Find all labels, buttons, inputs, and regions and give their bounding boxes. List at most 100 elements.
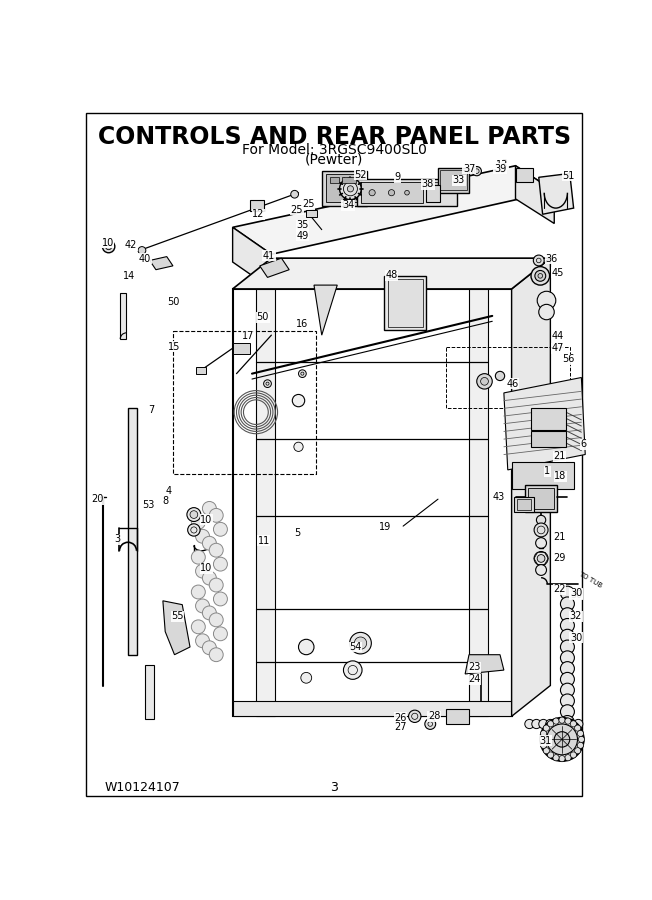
Circle shape bbox=[559, 717, 565, 724]
Circle shape bbox=[344, 661, 362, 680]
Text: For Model: 3RGSC9400SL0: For Model: 3RGSC9400SL0 bbox=[242, 143, 426, 157]
Text: 13: 13 bbox=[496, 160, 509, 170]
Circle shape bbox=[209, 508, 223, 522]
Text: 49: 49 bbox=[296, 230, 308, 241]
Text: 45: 45 bbox=[552, 268, 565, 278]
Polygon shape bbox=[150, 256, 173, 270]
Bar bbox=[525, 485, 557, 512]
Circle shape bbox=[369, 190, 375, 196]
Bar bbox=[517, 500, 531, 510]
Bar bbox=[233, 289, 512, 716]
Text: 21: 21 bbox=[554, 451, 566, 461]
Text: 30: 30 bbox=[570, 633, 582, 643]
Text: 6: 6 bbox=[581, 439, 587, 449]
Circle shape bbox=[496, 372, 505, 381]
Circle shape bbox=[202, 606, 216, 620]
Bar bbox=[233, 343, 250, 354]
Text: 19: 19 bbox=[379, 522, 391, 532]
Bar bbox=[440, 170, 467, 191]
Circle shape bbox=[567, 719, 576, 729]
Bar bbox=[446, 708, 469, 724]
Text: 38: 38 bbox=[422, 179, 434, 189]
Circle shape bbox=[481, 377, 488, 385]
Circle shape bbox=[561, 597, 574, 611]
Circle shape bbox=[578, 736, 584, 742]
Text: 39: 39 bbox=[494, 164, 506, 174]
Text: 47: 47 bbox=[552, 343, 565, 353]
Bar bbox=[446, 346, 570, 409]
Text: 44: 44 bbox=[552, 331, 564, 341]
Polygon shape bbox=[512, 258, 550, 716]
Circle shape bbox=[561, 694, 574, 707]
Circle shape bbox=[537, 292, 556, 310]
Polygon shape bbox=[539, 174, 574, 214]
Circle shape bbox=[188, 524, 200, 536]
Circle shape bbox=[561, 629, 574, 643]
Circle shape bbox=[213, 592, 228, 606]
Polygon shape bbox=[233, 166, 554, 255]
Text: 30: 30 bbox=[570, 588, 582, 598]
Circle shape bbox=[537, 516, 546, 525]
Circle shape bbox=[546, 719, 555, 729]
Circle shape bbox=[553, 718, 559, 724]
Circle shape bbox=[531, 266, 550, 285]
Circle shape bbox=[574, 725, 581, 731]
Circle shape bbox=[425, 718, 436, 729]
Circle shape bbox=[541, 742, 546, 749]
Bar bbox=[344, 199, 354, 205]
Text: 52: 52 bbox=[354, 170, 367, 180]
Text: 11: 11 bbox=[258, 536, 270, 545]
Circle shape bbox=[561, 716, 574, 729]
Bar bbox=[384, 276, 426, 329]
Circle shape bbox=[561, 618, 574, 633]
Polygon shape bbox=[314, 285, 337, 335]
Text: 51: 51 bbox=[562, 171, 574, 181]
Bar bbox=[531, 431, 566, 446]
Circle shape bbox=[389, 190, 394, 196]
Circle shape bbox=[536, 564, 546, 575]
Text: 53: 53 bbox=[142, 500, 155, 510]
Circle shape bbox=[561, 651, 574, 665]
Text: 48: 48 bbox=[385, 270, 398, 280]
Bar bbox=[145, 665, 155, 719]
Circle shape bbox=[539, 736, 546, 742]
Circle shape bbox=[354, 637, 366, 649]
Text: 18: 18 bbox=[554, 471, 567, 482]
Circle shape bbox=[102, 240, 115, 253]
Text: 37: 37 bbox=[463, 164, 475, 174]
Circle shape bbox=[565, 718, 571, 724]
Text: 5: 5 bbox=[294, 528, 300, 538]
Circle shape bbox=[213, 557, 228, 572]
Text: 17: 17 bbox=[242, 331, 254, 341]
Text: 3: 3 bbox=[114, 535, 120, 544]
Bar bbox=[327, 175, 362, 202]
Circle shape bbox=[348, 185, 353, 192]
Bar bbox=[361, 182, 422, 202]
Bar bbox=[196, 366, 205, 374]
Text: 10: 10 bbox=[102, 238, 114, 248]
Circle shape bbox=[535, 271, 546, 281]
Bar bbox=[233, 701, 512, 716]
Polygon shape bbox=[504, 377, 585, 470]
Text: 23: 23 bbox=[468, 662, 481, 672]
Circle shape bbox=[409, 710, 421, 723]
Circle shape bbox=[543, 748, 550, 754]
Text: 4: 4 bbox=[165, 487, 171, 497]
Polygon shape bbox=[516, 166, 554, 223]
Circle shape bbox=[539, 719, 548, 729]
Text: 30: 30 bbox=[570, 590, 582, 599]
Text: 28: 28 bbox=[428, 711, 440, 721]
Circle shape bbox=[561, 726, 574, 740]
Circle shape bbox=[191, 550, 205, 564]
Circle shape bbox=[574, 748, 581, 754]
Text: 25: 25 bbox=[291, 204, 303, 214]
Circle shape bbox=[565, 754, 571, 760]
Text: 56: 56 bbox=[562, 354, 574, 364]
Circle shape bbox=[299, 639, 314, 654]
Text: 50: 50 bbox=[167, 297, 179, 307]
Text: 25: 25 bbox=[303, 199, 315, 210]
Circle shape bbox=[202, 641, 216, 654]
Text: 33: 33 bbox=[452, 176, 465, 185]
Circle shape bbox=[554, 732, 570, 747]
Text: 42: 42 bbox=[125, 240, 138, 250]
